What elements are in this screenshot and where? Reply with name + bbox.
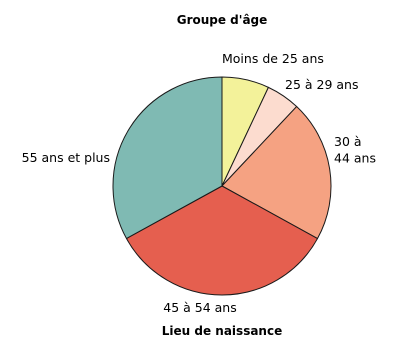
pie-slice-3 — [221, 106, 332, 240]
slice-label-4: 45 à 54 ans — [163, 300, 237, 315]
chart-subtitle: Lieu de naissance — [162, 324, 282, 338]
pie-labels: Moins de 25 ans 25 à 29 ans 30 à 44 ans 45 à… — [22, 51, 376, 315]
slice-label-3: 30 à 44 ans — [334, 134, 376, 165]
slice-label-2: 25 à 29 ans — [285, 77, 359, 92]
slice-label-1: Moins de 25 ans — [222, 51, 324, 66]
chart-title: Groupe d'âge — [177, 13, 268, 27]
slice-label-5: 55 ans et plus — [22, 150, 110, 165]
pie-slice-5 — [112, 76, 223, 240]
pie-slice-4 — [125, 185, 319, 296]
pie-slices — [112, 76, 332, 296]
slice-label-line: 30 à — [334, 134, 362, 149]
slice-label-line: 44 ans — [334, 150, 376, 165]
